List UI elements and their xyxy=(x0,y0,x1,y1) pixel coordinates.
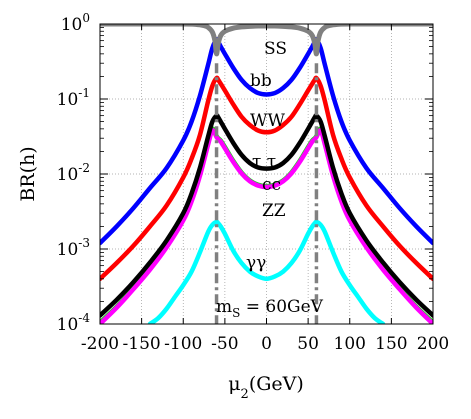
series-label: γγ xyxy=(246,253,266,273)
series-label: SS xyxy=(264,39,287,59)
series-1-line xyxy=(100,37,433,246)
y-tick-label: 10-1 xyxy=(57,86,90,110)
series-5-line xyxy=(100,128,433,324)
x-tick-label: -150 xyxy=(123,334,161,354)
ticks xyxy=(99,23,434,325)
x-tick-label: 200 xyxy=(417,334,449,354)
x-tick-label: 150 xyxy=(375,334,407,354)
x-tick-label: 50 xyxy=(297,334,319,354)
series-label: cc xyxy=(262,175,281,195)
curve-labels: SS bb WW τ τ cc ZZ γγ xyxy=(246,39,287,273)
y-tick-label: 10-4 xyxy=(57,311,91,335)
mass-annotation: mS = 60GeV xyxy=(216,297,324,320)
x-tick-label: -100 xyxy=(164,334,202,354)
y-tick-labels: 100 10-1 10-2 10-3 10-4 xyxy=(57,11,91,335)
series-6-line xyxy=(147,219,386,324)
x-tick-label: -200 xyxy=(81,334,119,354)
x-tick-label: -50 xyxy=(211,334,238,354)
x-tick-label: 0 xyxy=(261,334,272,354)
x-tick-labels: -200 -150 -100 -50 0 50 100 150 200 xyxy=(81,334,449,354)
series-2-line xyxy=(100,75,433,282)
series-label: bb xyxy=(250,71,272,91)
y-tick-label: 10-2 xyxy=(57,161,90,185)
series-label: ZZ xyxy=(262,201,286,221)
x-axis-title: μ2(GeV) xyxy=(228,373,304,402)
series-label: τ τ xyxy=(252,152,276,172)
x-tick-label: 100 xyxy=(334,334,366,354)
y-tick-label: 100 xyxy=(61,11,90,35)
y-tick-label: 10-3 xyxy=(57,236,90,260)
series-label: WW xyxy=(250,111,285,131)
y-axis-title: BR(h) xyxy=(17,146,39,201)
series-3-line xyxy=(100,113,433,318)
